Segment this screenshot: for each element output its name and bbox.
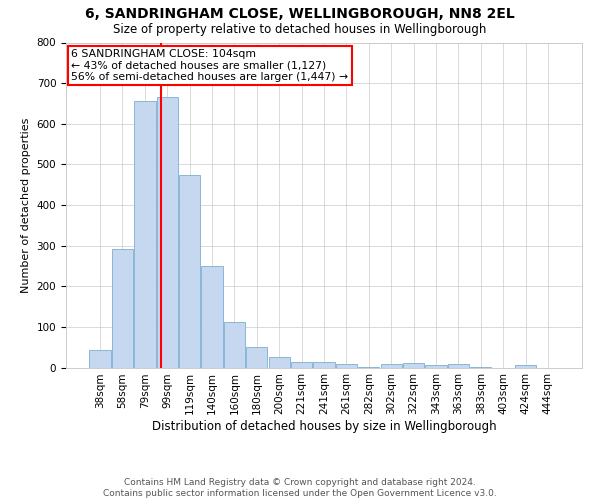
Bar	[202, 266, 223, 368]
Bar	[112, 249, 133, 368]
Bar	[425, 366, 446, 368]
Y-axis label: Number of detached properties: Number of detached properties	[21, 118, 31, 292]
Text: Contains HM Land Registry data © Crown copyright and database right 2024.
Contai: Contains HM Land Registry data © Crown c…	[103, 478, 497, 498]
Text: 6, SANDRINGHAM CLOSE, WELLINGBOROUGH, NN8 2EL: 6, SANDRINGHAM CLOSE, WELLINGBOROUGH, NN…	[85, 8, 515, 22]
Bar	[336, 364, 357, 368]
Bar	[134, 102, 155, 368]
Bar	[515, 365, 536, 368]
Bar	[470, 366, 491, 368]
Bar	[179, 174, 200, 368]
Bar	[157, 98, 178, 368]
Bar	[89, 350, 111, 368]
Bar	[313, 362, 335, 368]
Bar	[403, 364, 424, 368]
Bar	[246, 347, 268, 368]
Bar	[269, 358, 290, 368]
X-axis label: Distribution of detached houses by size in Wellingborough: Distribution of detached houses by size …	[152, 420, 496, 433]
Text: 6 SANDRINGHAM CLOSE: 104sqm
← 43% of detached houses are smaller (1,127)
56% of : 6 SANDRINGHAM CLOSE: 104sqm ← 43% of det…	[71, 49, 348, 82]
Bar	[448, 364, 469, 368]
Bar	[224, 322, 245, 368]
Bar	[380, 364, 402, 368]
Bar	[291, 362, 312, 368]
Text: Size of property relative to detached houses in Wellingborough: Size of property relative to detached ho…	[113, 22, 487, 36]
